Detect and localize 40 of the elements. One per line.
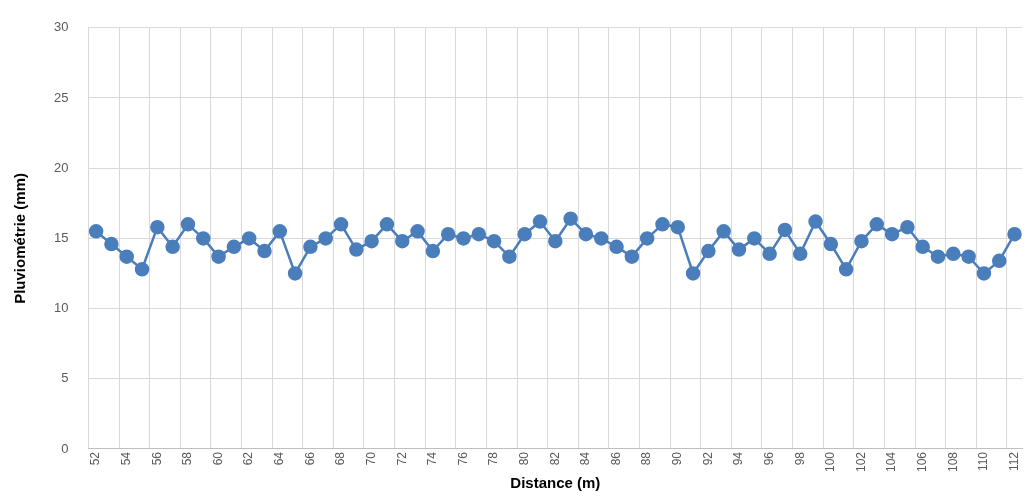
x-tick-label: 72 — [394, 451, 409, 466]
y-tick-label: 15 — [53, 229, 69, 245]
x-tick-label: 82 — [547, 451, 562, 466]
x-tick-label: 104 — [884, 451, 899, 473]
x-tick-label: 62 — [241, 451, 256, 466]
y-tick-label: 0 — [61, 440, 69, 456]
x-tick-label: 76 — [455, 451, 470, 466]
x-tick-label: 60 — [210, 451, 225, 466]
y-tick-label: 10 — [53, 300, 69, 316]
x-tick-label: 110 — [976, 451, 991, 472]
x-tick-label: 102 — [853, 451, 868, 473]
x-tick-label: 94 — [731, 451, 746, 466]
y-axis-title: Pluviométrie (mm) — [11, 172, 29, 304]
x-tick-label: 88 — [639, 451, 654, 466]
x-tick-label: 58 — [180, 451, 195, 466]
x-tick-label: 68 — [333, 451, 348, 466]
x-tick-label: 106 — [915, 451, 929, 473]
x-tick-label: 84 — [578, 451, 593, 466]
y-tick-label: 25 — [53, 89, 69, 105]
x-tick-label: 52 — [88, 451, 103, 466]
x-tick-label: 98 — [792, 451, 807, 466]
x-tick-label: 92 — [700, 451, 715, 466]
x-tick-label: 56 — [149, 451, 164, 466]
y-tick-label: 30 — [53, 19, 69, 35]
x-tick-label: 86 — [608, 451, 623, 466]
x-tick-label: 100 — [823, 451, 838, 473]
x-tick-label: 64 — [272, 451, 287, 466]
x-tick-label: 80 — [517, 451, 532, 466]
x-tick-label: 74 — [425, 451, 440, 466]
x-tick-label: 108 — [945, 451, 960, 473]
x-tick-label: 66 — [302, 451, 317, 466]
y-tick-label: 20 — [53, 159, 69, 175]
x-tick-label: 70 — [363, 451, 378, 466]
x-tick-label: 78 — [486, 451, 501, 466]
x-tick-label: 96 — [761, 451, 776, 466]
x-tick-label: 112 — [1006, 451, 1021, 472]
y-tick-label: 5 — [61, 370, 69, 386]
x-tick-label: 90 — [670, 451, 685, 466]
x-axis-title: Distance (m) — [510, 474, 601, 492]
x-tick-label: 54 — [119, 451, 134, 466]
